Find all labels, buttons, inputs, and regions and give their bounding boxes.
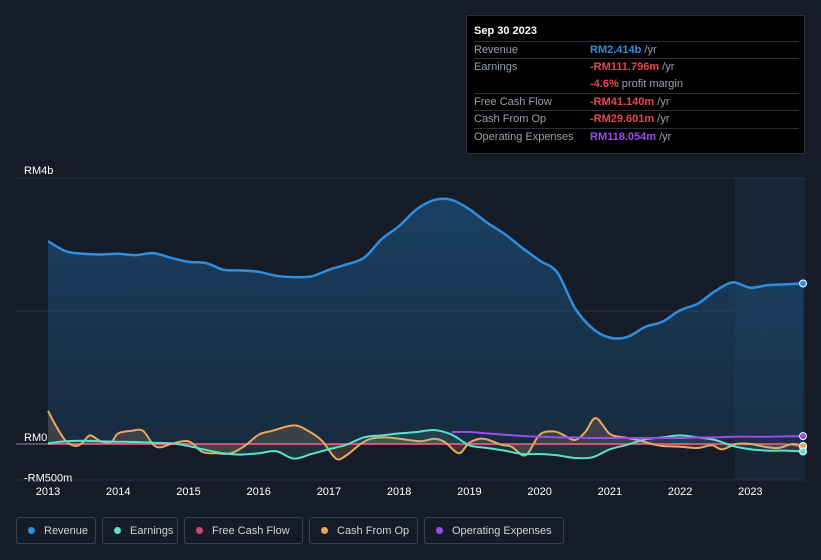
- x-tick-label: 2023: [738, 486, 762, 498]
- operating-expenses-end-point: [799, 432, 807, 441]
- legend-item-free-cash-flow[interactable]: Free Cash Flow: [184, 517, 303, 544]
- tooltip-label: Cash From Op: [474, 113, 547, 126]
- y-tick-label: -RM500m: [24, 472, 72, 484]
- tooltip-number: -RM29.601m: [590, 113, 655, 126]
- legend-item-revenue[interactable]: Revenue: [16, 517, 96, 544]
- tooltip-number: -RM111.796m: [590, 61, 660, 74]
- tooltip-value: -4.6% profit margin: [590, 78, 683, 90]
- series-layer: [47, 197, 807, 461]
- y-tick-label: RM0: [24, 432, 47, 444]
- x-tick-label: 2017: [317, 486, 341, 498]
- y-tick-label: RM4b: [24, 165, 53, 177]
- tooltip-value: -RM29.601m /yr: [590, 113, 669, 125]
- legend-label: Operating Expenses: [452, 524, 552, 537]
- legend-dot-icon: [114, 527, 121, 534]
- legend-dot-icon: [436, 527, 443, 534]
- earnings-line: [47, 428, 804, 460]
- legend-dot-icon: [28, 527, 35, 534]
- legend-item-earnings[interactable]: Earnings: [102, 517, 178, 544]
- x-tick-label: 2018: [387, 486, 411, 498]
- tooltip-label: Operating Expenses: [474, 130, 574, 143]
- legend-label: Free Cash Flow: [212, 524, 290, 537]
- earnings-end-point: [799, 447, 807, 456]
- tooltip-number: -RM41.140m: [590, 95, 655, 108]
- legend-label: Cash From Op: [337, 524, 410, 537]
- tooltip-value: RM118.054m /yr: [590, 131, 671, 143]
- tooltip-row: Free Cash Flow -RM41.140m /yr: [474, 92, 799, 111]
- tooltip-unit: /yr: [654, 95, 670, 108]
- tooltip-unit: profit margin: [618, 77, 683, 90]
- tooltip-row: Operating Expenses RM118.054m /yr: [474, 127, 799, 146]
- tooltip-number: -4.6%: [590, 77, 619, 90]
- tooltip-label: Free Cash Flow: [474, 95, 552, 108]
- tooltip-unit: /yr: [656, 130, 672, 143]
- x-tick-label: 2019: [457, 486, 481, 498]
- x-tick-label: 2014: [106, 486, 130, 498]
- data-tooltip: Sep 30 2023 Revenue RM2.414b /yr Earnings -…: [466, 15, 805, 154]
- tooltip-label: Revenue: [474, 44, 519, 56]
- tooltip-number: RM118.054m: [590, 130, 657, 143]
- legend-item-operating-expenses[interactable]: Operating Expenses: [424, 517, 564, 544]
- y-axis: RM4b RM0 -RM500m: [24, 165, 72, 484]
- x-tick-label: 2020: [527, 486, 551, 498]
- tooltip-value: -RM41.140m /yr: [590, 96, 669, 108]
- x-tick-label: 2015: [176, 486, 200, 498]
- tooltip-value: -RM111.796m /yr: [590, 61, 674, 73]
- legend-label: Earnings: [130, 524, 174, 537]
- tooltip-unit: /yr: [641, 44, 657, 56]
- tooltip-unit: /yr: [659, 61, 675, 74]
- tooltip-date: Sep 30 2023: [474, 25, 537, 37]
- tooltip-unit: /yr: [654, 113, 670, 126]
- tooltip-value: RM2.414b /yr: [590, 44, 657, 56]
- tooltip-row: Cash From Op -RM29.601m /yr: [474, 110, 799, 128]
- tooltip-row: Earnings -RM111.796m /yr: [474, 58, 799, 76]
- tooltip-number: RM2.414b: [590, 44, 642, 56]
- operating-expenses-line: [451, 430, 804, 440]
- legend-label: Revenue: [44, 524, 89, 537]
- x-tick-label: 2021: [598, 486, 622, 498]
- tooltip-row: -4.6% profit margin: [474, 76, 799, 93]
- tooltip-row: Revenue RM2.414b /yr: [474, 41, 799, 59]
- revenue-area: [48, 198, 803, 444]
- legend-dot-icon: [321, 527, 328, 534]
- legend-dot-icon: [196, 527, 203, 534]
- earnings-area: [48, 429, 803, 459]
- revenue-line: [47, 197, 804, 340]
- x-tick-label: 2013: [36, 486, 60, 498]
- x-tick-label: 2016: [246, 486, 270, 498]
- cash-from-op-line: [47, 410, 804, 461]
- revenue-end-point: [799, 279, 807, 288]
- x-tick-label: 2022: [668, 486, 692, 498]
- legend-item-cash-from-op[interactable]: Cash From Op: [309, 517, 418, 544]
- cash-from-op-area: [48, 410, 803, 460]
- x-axis: 2013 2014 2015 2016 2017 2018 2019 2020 2021 2022…: [36, 486, 763, 498]
- tooltip-label: Earnings: [474, 61, 518, 74]
